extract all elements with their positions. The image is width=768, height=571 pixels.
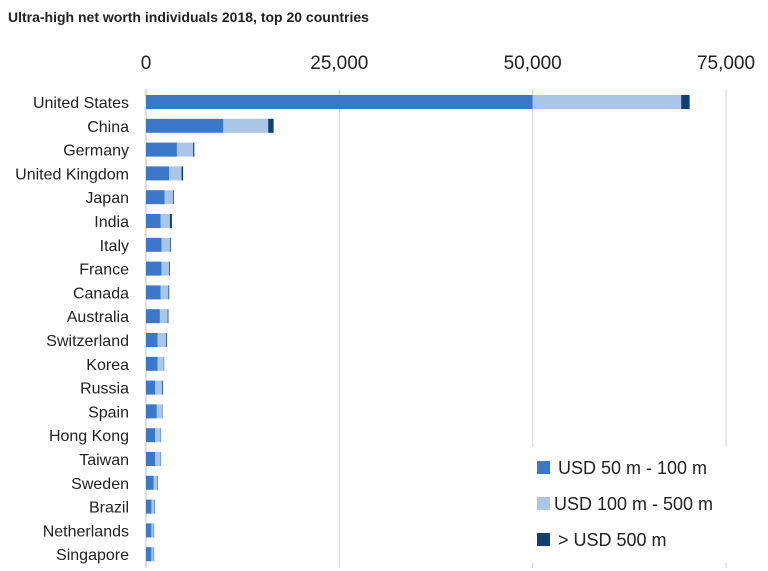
bar-segment-3 — [168, 285, 170, 300]
category-label: China — [87, 119, 129, 136]
bar-segment-1 — [146, 142, 177, 157]
bar-segment-2 — [157, 333, 167, 347]
bar-segment-3 — [166, 333, 167, 347]
category-label: Germany — [63, 143, 129, 160]
bar-segment-2 — [160, 285, 169, 300]
bar-segment-2 — [156, 404, 163, 419]
bar-segment-2 — [151, 547, 154, 562]
bar-segment-2 — [151, 523, 154, 538]
category-label: United States — [33, 95, 129, 112]
bar-segment-3 — [169, 261, 170, 276]
category-label: Taiwan — [79, 452, 129, 469]
category-label: Singapore — [56, 547, 129, 564]
category-label: Switzerland — [46, 333, 129, 350]
category-label: India — [94, 214, 129, 231]
category-label: Russia — [80, 381, 129, 398]
bar-segment-2 — [155, 380, 163, 395]
bar-segment-1 — [146, 285, 161, 300]
bar-segment-3 — [167, 309, 169, 324]
legend-swatch — [537, 461, 550, 474]
bar-segment-1 — [146, 547, 152, 562]
bar-segment-2 — [161, 261, 170, 276]
bar-segment-1 — [146, 214, 161, 228]
category-label: Italy — [100, 238, 129, 255]
bar-segment-2 — [151, 499, 155, 514]
bar-segment-2 — [169, 166, 182, 181]
bar-segment-2 — [164, 190, 174, 205]
bar-segment-1 — [146, 404, 157, 419]
bar-segment-3 — [268, 118, 274, 133]
bar-segment-1 — [146, 95, 533, 109]
bar-segment-2 — [161, 237, 170, 252]
category-label: Netherlands — [43, 523, 129, 540]
legend-label: USD 50 m - 100 m — [558, 458, 707, 478]
legend-swatch — [537, 533, 550, 546]
legend-box — [528, 447, 764, 563]
bar-segment-1 — [146, 356, 158, 371]
chart-title: Ultra-high net worth individuals 2018, t… — [8, 9, 369, 25]
bar-segment-1 — [146, 190, 165, 205]
bar-segment-1 — [146, 452, 156, 466]
bar-segment-3 — [193, 142, 195, 157]
x-tick-label: 0 — [141, 53, 152, 74]
bar-segment-3 — [181, 166, 184, 181]
bar-segment-3 — [169, 237, 171, 252]
category-label: Hong Kong — [49, 428, 129, 445]
legend-label: USD 100 m - 500 m — [554, 494, 713, 514]
category-label: France — [79, 262, 129, 279]
bar-segment-1 — [146, 166, 170, 181]
bar-segment-1 — [146, 261, 162, 276]
bar-segment-2 — [157, 356, 164, 371]
bar-segment-2 — [153, 475, 158, 490]
x-tick-label: 50,000 — [504, 53, 562, 74]
bar-segment-3 — [169, 214, 172, 228]
bar-segment-3 — [162, 380, 164, 395]
bar-segment-1 — [146, 118, 224, 133]
category-label: Japan — [85, 190, 129, 207]
bar-segment-1 — [146, 428, 156, 443]
bar-segment-1 — [146, 309, 160, 324]
bar-segment-3 — [681, 95, 690, 109]
bar-segment-2 — [223, 118, 269, 133]
bar-segment-2 — [160, 214, 170, 228]
bar-segment-1 — [146, 475, 154, 490]
category-label: Canada — [73, 285, 129, 302]
bar-segment-2 — [176, 142, 194, 157]
bar-segment-1 — [146, 499, 152, 514]
x-tick-label: 75,000 — [697, 53, 755, 74]
category-label: Australia — [67, 309, 129, 326]
bar-segment-2 — [159, 309, 168, 324]
category-label: Spain — [88, 404, 129, 421]
bar-segment-1 — [146, 333, 158, 347]
bar-segment-2 — [155, 452, 161, 466]
bar-segment-2 — [155, 428, 161, 443]
legend-swatch — [537, 497, 550, 510]
x-tick-label: 25,000 — [310, 53, 368, 74]
bar-segment-2 — [532, 95, 682, 109]
bar-segment-3 — [173, 190, 174, 205]
bar-segment-1 — [146, 523, 152, 538]
category-label: Korea — [86, 357, 129, 374]
category-label: Brazil — [89, 500, 129, 517]
legend-label: > USD 500 m — [558, 530, 667, 550]
bar-segment-1 — [146, 380, 156, 395]
bar-segment-1 — [146, 237, 162, 252]
category-label: Sweden — [71, 476, 129, 493]
category-label: United Kingdom — [15, 166, 129, 183]
